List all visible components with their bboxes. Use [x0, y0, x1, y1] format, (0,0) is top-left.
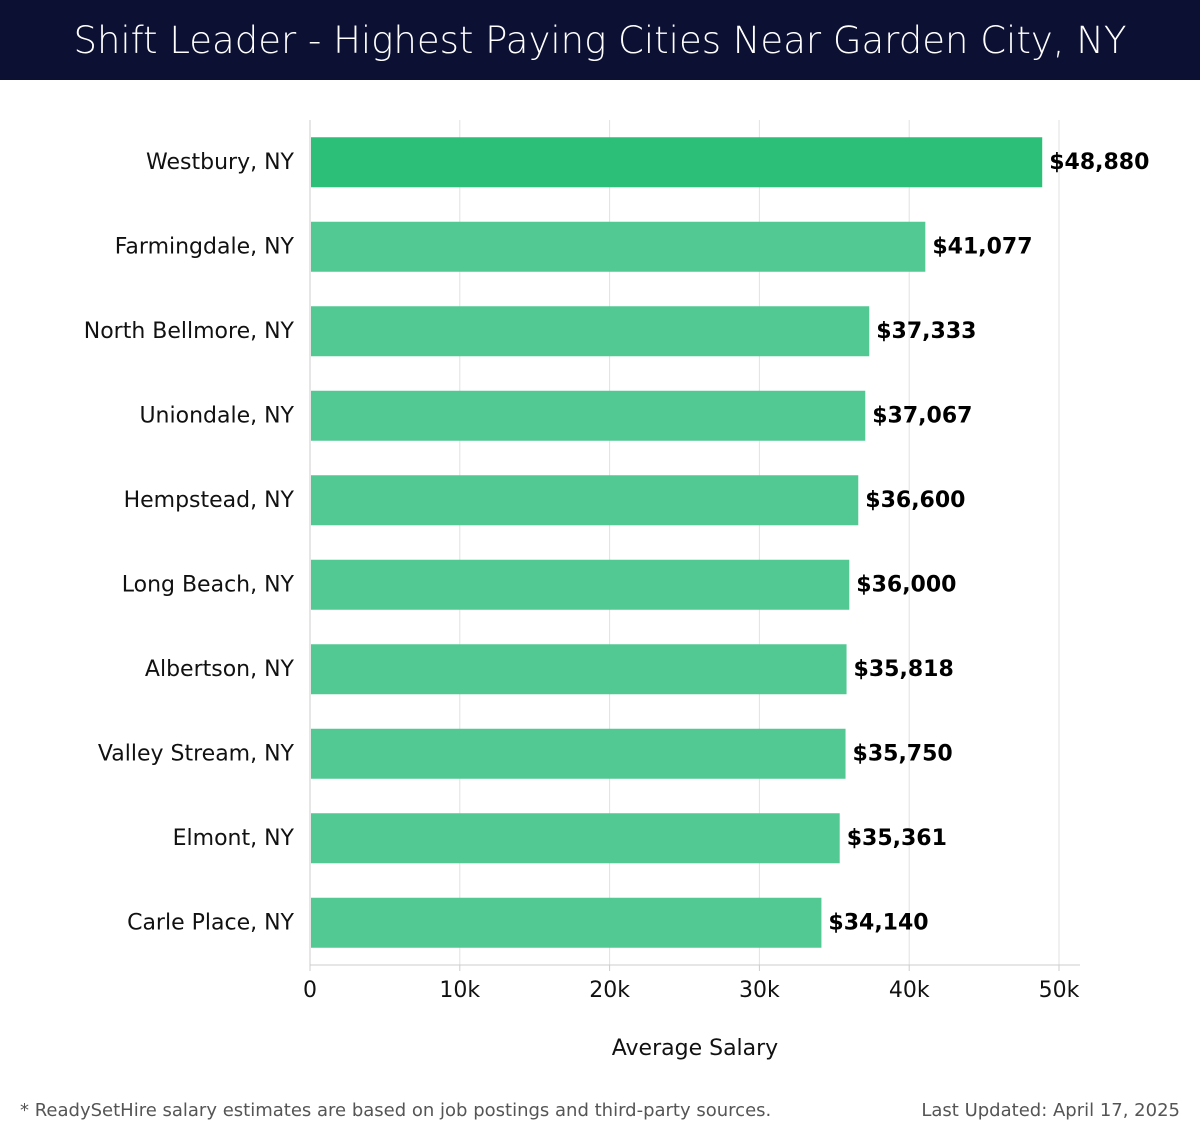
category-label: North Bellmore, NY	[84, 319, 295, 344]
value-label: $41,077	[932, 234, 1032, 259]
x-tick-label: 10k	[439, 978, 480, 1003]
footer-disclaimer: * ReadySetHire salary estimates are base…	[20, 1100, 772, 1121]
bar	[311, 644, 847, 695]
bar	[311, 475, 859, 526]
bar	[311, 306, 870, 357]
x-tick-label: 20k	[589, 978, 630, 1003]
bar	[311, 728, 846, 779]
bar	[311, 390, 866, 441]
value-label: $35,750	[853, 741, 953, 766]
category-label: Long Beach, NY	[122, 572, 295, 597]
value-label: $37,333	[876, 319, 976, 344]
x-tick-label: 40k	[889, 978, 930, 1003]
category-label: Valley Stream, NY	[98, 741, 295, 766]
x-tick-label: 0	[303, 978, 317, 1003]
category-label: Farmingdale, NY	[115, 234, 295, 259]
x-tick-label: 30k	[739, 978, 780, 1003]
category-label: Hempstead, NY	[124, 488, 295, 513]
bar	[311, 221, 926, 272]
x-axis-title: Average Salary	[612, 1036, 778, 1061]
value-label: $35,818	[854, 657, 954, 682]
bar	[311, 813, 840, 864]
category-label: Carle Place, NY	[127, 910, 294, 935]
x-tick-label: 50k	[1039, 978, 1080, 1003]
value-label: $36,600	[865, 488, 965, 513]
value-label: $36,000	[856, 572, 956, 597]
category-label: Uniondale, NY	[139, 403, 294, 428]
bar	[311, 137, 1043, 188]
bar-chart: Westbury, NY $48,880 Farmingdale, NY $41,07…	[84, 120, 1149, 1061]
value-label: $37,067	[872, 403, 972, 428]
value-label: $34,140	[828, 910, 928, 935]
value-label: $48,880	[1049, 150, 1149, 175]
category-label: Westbury, NY	[146, 150, 295, 175]
category-label: Elmont, NY	[173, 826, 295, 851]
title-bar: Shift Leader - Highest Paying Cities Nea…	[0, 0, 1200, 80]
value-label: $35,361	[847, 826, 947, 851]
category-label: Albertson, NY	[145, 657, 295, 682]
last-updated: Last Updated: April 17, 2025	[921, 1100, 1180, 1121]
chart-title: Shift Leader - Highest Paying Cities Nea…	[73, 18, 1127, 62]
bar	[311, 897, 822, 948]
bar	[311, 559, 850, 610]
